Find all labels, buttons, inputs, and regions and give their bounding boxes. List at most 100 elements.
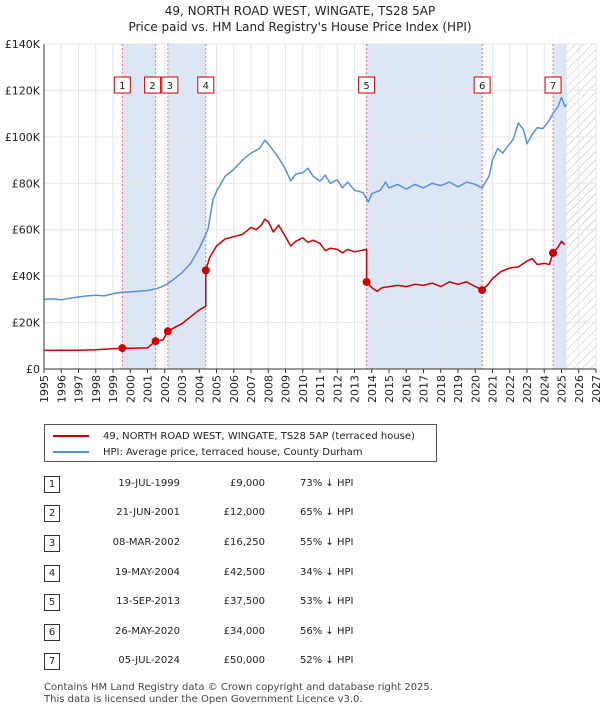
x-tick-label: 2012	[331, 375, 344, 403]
sale-label-text: 2	[149, 81, 155, 92]
transaction-date: 26-MAY-2020	[114, 626, 180, 637]
forecast-hatch	[566, 44, 596, 369]
sale-label-text: 4	[203, 81, 209, 92]
legend-item-hpi: HPI: Average price, terraced house, Coun…	[53, 443, 362, 461]
y-tick-label: £140K	[5, 38, 41, 51]
transaction-hpi-diff: 55% ↓ HPI	[300, 537, 354, 548]
transaction-hpi-diff: 56% ↓ HPI	[300, 626, 354, 637]
transaction-price: £12,000	[223, 507, 265, 518]
transaction-number-badge: 1	[44, 476, 60, 493]
sale-label-text: 1	[119, 81, 125, 92]
x-tick-label: 2005	[211, 375, 224, 403]
transaction-row: 7 05-JUL-2024 £50,000 52% ↓ HPI	[0, 653, 600, 675]
transaction-hpi-diff: 65% ↓ HPI	[300, 507, 354, 518]
sale-point	[201, 266, 210, 275]
transaction-row: 2 21-JUN-2001 £12,000 65% ↓ HPI	[0, 505, 600, 527]
x-tick-label: 1995	[38, 375, 51, 403]
transaction-number-badge: 3	[44, 535, 60, 552]
sale-label: 6	[473, 76, 491, 94]
transaction-price: £50,000	[223, 655, 265, 666]
sale-label-text: 7	[550, 81, 556, 92]
transaction-number-badge: 5	[44, 594, 60, 611]
x-tick-label: 2018	[435, 375, 448, 403]
x-tick-label: 2023	[521, 375, 534, 403]
y-tick-label: £40K	[12, 270, 41, 283]
sale-label: 5	[358, 76, 376, 94]
sale-label-box	[544, 76, 562, 94]
sale-label-box	[161, 76, 179, 94]
y-tick-label: £120K	[5, 84, 41, 97]
sale-point	[118, 344, 127, 353]
chart-subtitle: Price paid vs. HM Land Registry's House …	[128, 20, 472, 34]
series-line-price-paid	[43, 218, 566, 352]
transaction-price: £42,500	[223, 567, 265, 578]
sale-label-text: 5	[363, 81, 369, 92]
x-tick-label: 2007	[245, 375, 258, 403]
y-tick-label: £0	[26, 363, 40, 376]
x-tick-label: 2006	[228, 375, 241, 403]
x-tick-label: 1999	[107, 375, 120, 403]
x-tick-label: 2015	[383, 375, 396, 403]
x-tick-label: 2019	[452, 375, 465, 403]
x-tick-label: 2020	[469, 375, 482, 403]
x-tick-label: 2003	[176, 375, 189, 403]
sale-label-box	[358, 76, 376, 94]
series-line-hpi	[43, 96, 568, 301]
x-tick-label: 2001	[142, 375, 155, 403]
ownership-period-shade	[553, 44, 567, 369]
sale-label: 3	[161, 76, 179, 94]
transaction-date: 13-SEP-2013	[116, 596, 180, 607]
x-tick-label: 2008	[262, 375, 275, 403]
sale-label: 7	[544, 76, 562, 94]
sale-point	[549, 248, 558, 257]
transaction-price: £37,500	[223, 596, 265, 607]
sale-label-text: 6	[479, 81, 485, 92]
sale-label: 4	[197, 76, 215, 94]
sale-point	[151, 337, 160, 346]
legend-label-hpi: HPI: Average price, terraced house, Coun…	[103, 446, 363, 458]
x-tick-label: 2027	[590, 375, 600, 403]
transaction-date: 19-JUL-1999	[118, 478, 180, 489]
transaction-date: 08-MAR-2002	[112, 537, 180, 548]
x-tick-label: 2016	[400, 375, 413, 403]
x-tick-label: 2013	[349, 375, 362, 403]
x-tick-label: 2011	[314, 375, 327, 403]
y-tick-label: £60K	[12, 224, 41, 237]
x-tick-label: 2002	[159, 375, 172, 403]
x-tick-label: 2010	[297, 375, 310, 403]
transaction-row: 5 13-SEP-2013 £37,500 53% ↓ HPI	[0, 594, 600, 616]
x-tick-label: 2014	[366, 375, 379, 403]
sale-point	[163, 327, 172, 336]
sale-label-box	[473, 76, 491, 94]
transaction-date: 21-JUN-2001	[116, 507, 180, 518]
sale-point	[478, 286, 487, 295]
y-tick-label: £80K	[12, 177, 41, 190]
x-tick-label: 1997	[73, 375, 86, 403]
x-tick-label: 2022	[504, 375, 517, 403]
transaction-number-badge: 4	[44, 565, 60, 582]
sale-label: 1	[113, 76, 131, 94]
x-tick-label: 2009	[280, 375, 293, 403]
sale-label: 2	[144, 76, 162, 94]
x-tick-label: 2000	[124, 375, 137, 403]
transaction-date: 05-JUL-2024	[118, 655, 180, 666]
ownership-period-shade	[122, 44, 156, 369]
price-chart: 1 2 3 4 5 6 7 £0 £20K £40K £60K £80K £100K £120K £140K…	[5, 38, 600, 403]
sale-label-box	[113, 76, 131, 94]
y-tick-label: £100K	[5, 131, 41, 144]
chart-legend: 49, NORTH ROAD WEST, WINGATE, TS28 5AP (…	[44, 424, 437, 462]
footer-copyright: Contains HM Land Registry data © Crown c…	[44, 682, 433, 693]
x-tick-label: 2004	[193, 375, 206, 403]
transaction-number-badge: 2	[44, 505, 60, 522]
transaction-hpi-diff: 52% ↓ HPI	[300, 655, 354, 666]
ownership-period-shade	[366, 44, 483, 369]
x-tick-label: 2017	[418, 375, 431, 403]
legend-swatch-price-paid	[53, 435, 89, 437]
transaction-hpi-diff: 53% ↓ HPI	[300, 596, 354, 607]
legend-item-price-paid: 49, NORTH ROAD WEST, WINGATE, TS28 5AP (…	[53, 427, 415, 445]
x-tick-label: 2025	[556, 375, 569, 403]
x-tick-label: 1996	[55, 375, 68, 403]
transaction-row: 3 08-MAR-2002 £16,250 55% ↓ HPI	[0, 535, 600, 557]
sale-label-box	[144, 76, 162, 94]
transaction-price: £9,000	[230, 478, 265, 489]
